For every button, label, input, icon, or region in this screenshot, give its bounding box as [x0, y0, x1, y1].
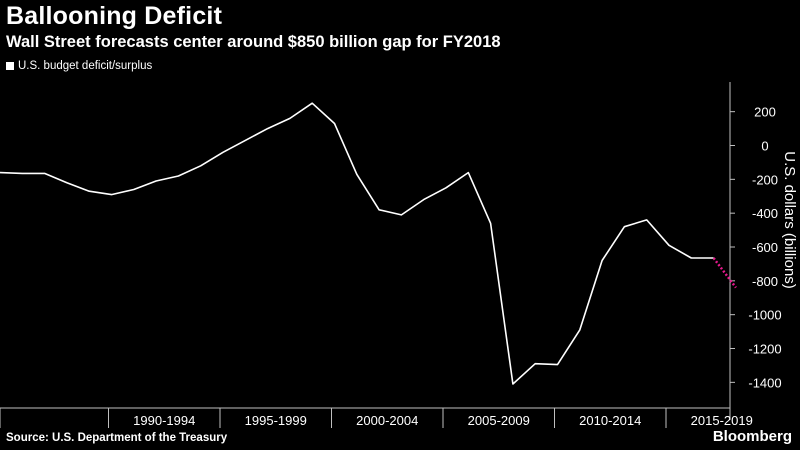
- y-tick-label: -1000: [748, 308, 781, 323]
- chart-title: Ballooning Deficit: [6, 2, 223, 30]
- x-tick-label: 2000-2004: [356, 413, 418, 428]
- y-tick-label: -200: [752, 172, 778, 187]
- source-note: Source: U.S. Department of the Treasury: [6, 432, 228, 444]
- x-tick-label: 2010-2014: [579, 413, 641, 428]
- y-tick-label: -800: [752, 274, 778, 289]
- x-tick-label: 2005-2009: [468, 413, 530, 428]
- y-tick-label: -1400: [748, 375, 781, 390]
- y-tick-label: -1200: [748, 342, 781, 357]
- x-tick-label: 2015-2019: [691, 413, 753, 428]
- legend: U.S. budget deficit/surplus: [6, 60, 152, 72]
- y-tick-label: 0: [761, 139, 768, 154]
- y-tick-label: 200: [754, 105, 776, 120]
- y-axis-label: U.S. dollars (billions): [781, 151, 798, 289]
- brand-logo: Bloomberg: [712, 428, 792, 445]
- y-tick-label: -400: [752, 206, 778, 221]
- deficit-line: [0, 102, 714, 385]
- legend-label: U.S. budget deficit/surplus: [18, 60, 153, 72]
- x-tick-label: 1995-1999: [245, 413, 307, 428]
- forecast-line: [712, 257, 737, 289]
- y-tick-label: -600: [752, 240, 778, 255]
- x-tick-label: 1990-1994: [133, 413, 195, 428]
- chart-subtitle: Wall Street forecasts center around $850…: [6, 33, 501, 51]
- legend-swatch: [6, 62, 14, 70]
